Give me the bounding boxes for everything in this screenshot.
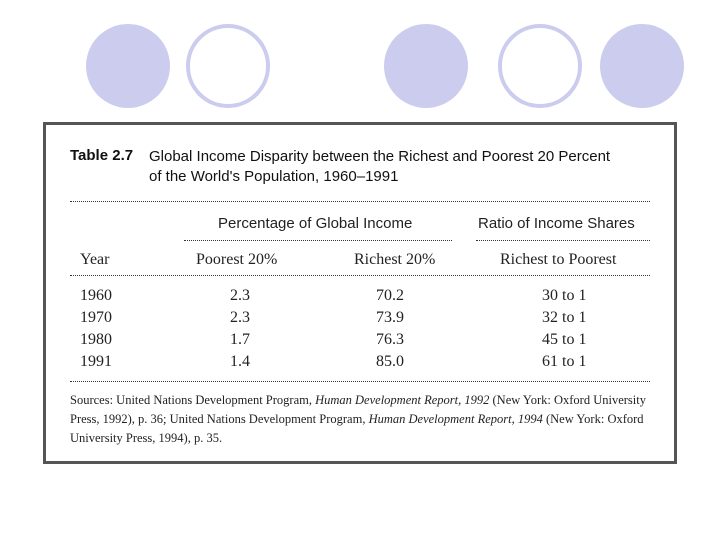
cell-poorest: 1.7 bbox=[230, 331, 250, 348]
group-underline-ratio bbox=[476, 240, 650, 241]
cell-ratio: 32 to 1 bbox=[542, 309, 587, 326]
cell-richest: 85.0 bbox=[376, 353, 404, 370]
table-caption: Global Income Disparity between the Rich… bbox=[149, 147, 649, 187]
cell-poorest: 2.3 bbox=[230, 287, 250, 304]
table-row: 1960 2.3 70.2 30 to 1 bbox=[46, 287, 674, 309]
source-text: (New York: Oxford University Press, 1994… bbox=[70, 412, 644, 445]
table-row: 1980 1.7 76.3 45 to 1 bbox=[46, 331, 674, 353]
source-report-title: Human Development Report, 1992 bbox=[315, 393, 490, 407]
table-label: Table 2.7 bbox=[70, 147, 134, 164]
source-text: (New York: Oxford University Press, 1992… bbox=[70, 393, 646, 426]
cell-ratio: 61 to 1 bbox=[542, 353, 587, 370]
top-divider bbox=[70, 201, 650, 202]
cell-ratio: 30 to 1 bbox=[542, 287, 587, 304]
table-row: 1991 1.4 85.0 61 to 1 bbox=[46, 353, 674, 375]
table-sources: Sources: United Nations Development Prog… bbox=[70, 391, 660, 448]
group-header-percentage: Percentage of Global Income bbox=[218, 215, 413, 232]
decorative-circle-ring bbox=[498, 24, 582, 108]
column-header-ratio: Richest to Poorest bbox=[500, 251, 617, 268]
group-header-ratio: Ratio of Income Shares bbox=[478, 215, 635, 232]
column-header-poorest: Poorest 20% bbox=[196, 251, 278, 268]
column-header-richest: Richest 20% bbox=[354, 251, 436, 268]
cell-year: 1991 bbox=[80, 353, 112, 370]
decorative-circle-filled bbox=[86, 24, 170, 108]
cell-poorest: 2.3 bbox=[230, 309, 250, 326]
cell-poorest: 1.4 bbox=[230, 353, 250, 370]
table-caption-line-2: of the World's Population, 1960–1991 bbox=[149, 168, 399, 185]
source-text: Sources: United Nations Development Prog… bbox=[70, 393, 316, 407]
group-underline-percentage bbox=[184, 240, 452, 241]
cell-year: 1980 bbox=[80, 331, 112, 348]
bottom-divider bbox=[70, 381, 650, 382]
header-divider bbox=[70, 275, 650, 276]
decorative-circle-ring bbox=[186, 24, 270, 108]
cell-richest: 70.2 bbox=[376, 287, 404, 304]
income-disparity-table: Table 2.7 Global Income Disparity betwee… bbox=[43, 122, 677, 464]
cell-richest: 76.3 bbox=[376, 331, 404, 348]
column-header-year: Year bbox=[80, 251, 110, 268]
decorative-circle-filled bbox=[384, 24, 468, 108]
cell-richest: 73.9 bbox=[376, 309, 404, 326]
table-row: 1970 2.3 73.9 32 to 1 bbox=[46, 309, 674, 331]
cell-year: 1960 bbox=[80, 287, 112, 304]
decorative-circle-filled bbox=[600, 24, 684, 108]
cell-year: 1970 bbox=[80, 309, 112, 326]
cell-ratio: 45 to 1 bbox=[542, 331, 587, 348]
source-report-title: Human Development Report, 1994 bbox=[368, 412, 543, 426]
table-caption-line-1: Global Income Disparity between the Rich… bbox=[149, 148, 611, 165]
